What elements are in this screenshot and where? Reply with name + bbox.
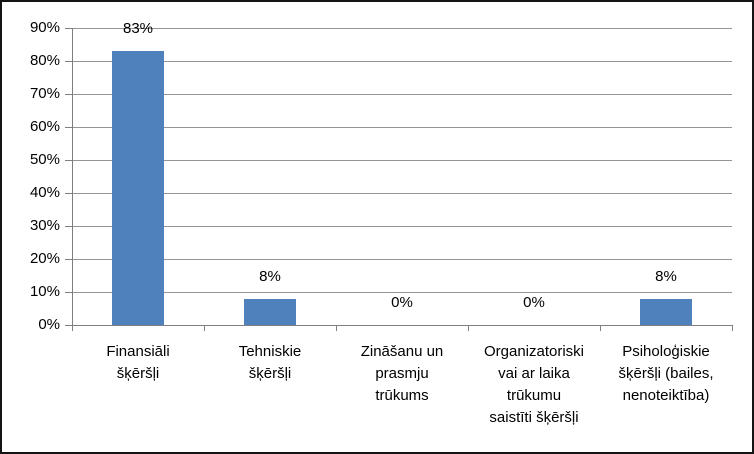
y-tick-mark	[65, 259, 72, 260]
y-tick-mark	[65, 292, 72, 293]
bar	[244, 299, 296, 325]
category-label: Organizatoriski vai ar laika trūkumu saistī…	[468, 341, 600, 429]
category-label-line: trūkums	[375, 387, 429, 404]
y-tick-label: 60%	[29, 118, 60, 135]
gridline	[72, 61, 732, 62]
y-tick-mark	[65, 193, 72, 194]
gridline	[72, 160, 732, 161]
bar	[112, 51, 164, 325]
y-tick-label: 30%	[29, 217, 60, 234]
y-tick-mark	[65, 127, 72, 128]
y-tick-label: 90%	[29, 19, 60, 36]
x-tick-mark	[336, 325, 337, 331]
y-tick-label: 10%	[29, 283, 60, 300]
category-label: Finansiāli šķēršļi	[72, 341, 204, 385]
category-label-line: trūkumu	[506, 387, 562, 404]
category-label: Psiholoģiskie šķēršļi (bailes, nenoteiktīb…	[600, 341, 732, 407]
y-tick-label: 70%	[29, 85, 60, 102]
y-tick-label: 40%	[29, 184, 60, 201]
y-tick-mark	[65, 160, 72, 161]
y-tick-label: 0%	[38, 316, 60, 333]
x-tick-mark	[732, 325, 733, 331]
gridline	[72, 226, 732, 227]
y-tick-label: 50%	[29, 151, 60, 168]
category-label: Tehniskie šķēršļi	[204, 341, 336, 385]
category-label-line: nenoteiktība)	[622, 387, 710, 404]
category-label: Zināšanu un prasmju trūkums	[336, 341, 468, 407]
category-label-line: saistīti šķēršļi	[489, 409, 579, 426]
data-label: 8%	[259, 268, 281, 285]
gridline	[72, 28, 732, 29]
category-label-line: prasmju	[375, 365, 429, 382]
data-label: 83%	[122, 20, 154, 37]
category-label-line: Finansiāli	[106, 343, 170, 360]
gridline	[72, 259, 732, 260]
category-label-line: Organizatoriski	[483, 343, 585, 360]
gridline	[72, 94, 732, 95]
data-label: 0%	[523, 294, 545, 311]
x-tick-mark	[72, 325, 73, 331]
bar	[640, 299, 692, 325]
y-tick-mark	[65, 325, 72, 326]
y-axis-line	[72, 28, 73, 326]
y-tick-mark	[65, 28, 72, 29]
x-tick-mark	[468, 325, 469, 331]
category-label-line: vai ar laika	[498, 365, 570, 382]
category-label-line: šķēršļi (bailes,	[618, 365, 714, 382]
y-tick-label: 80%	[29, 52, 60, 69]
category-label-line: Psiholoģiskie	[622, 343, 710, 360]
y-tick-label: 20%	[29, 250, 60, 267]
y-tick-mark	[65, 61, 72, 62]
category-label-line: Zināšanu un	[360, 343, 444, 360]
plot-area	[65, 28, 733, 331]
x-tick-mark	[204, 325, 205, 331]
y-tick-mark	[65, 94, 72, 95]
x-tick-mark	[600, 325, 601, 331]
gridline	[72, 127, 732, 128]
data-label: 0%	[391, 294, 413, 311]
category-label-line: šķēršļi	[116, 365, 160, 382]
category-label-line: šķēršļi	[248, 365, 292, 382]
gridline	[72, 292, 732, 293]
gridline	[72, 193, 732, 194]
x-axis-line	[72, 325, 732, 326]
data-label: 8%	[655, 268, 677, 285]
category-label-line: Tehniskie	[238, 343, 302, 360]
y-tick-mark	[65, 226, 72, 227]
